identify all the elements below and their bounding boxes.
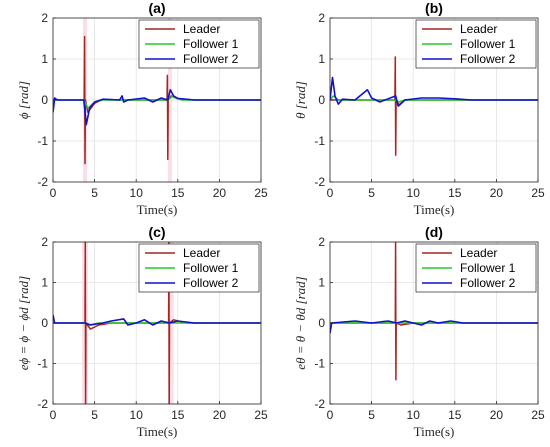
x-tick-label: 15 xyxy=(171,408,185,422)
x-tick-label: 0 xyxy=(327,186,334,200)
y-tick-label: -1 xyxy=(37,357,48,371)
x-tick-label: 20 xyxy=(490,408,504,422)
x-axis-label: Time(s) xyxy=(414,424,455,439)
y-tick-label: -2 xyxy=(314,175,325,189)
y-tick-label: -2 xyxy=(314,397,325,411)
x-axis-label: Time(s) xyxy=(137,202,178,217)
y-tick-label: 2 xyxy=(41,235,48,249)
legend-label: Follower 1 xyxy=(460,37,516,51)
y-tick-label: -1 xyxy=(37,134,48,148)
series-group xyxy=(330,56,538,157)
legend-label: Leader xyxy=(460,246,497,260)
x-axis-label: Time(s) xyxy=(137,424,178,439)
panel-title: (c) xyxy=(148,224,165,240)
series-line-follower-2 xyxy=(330,76,538,107)
x-tick-label: 25 xyxy=(254,186,268,200)
y-tick-label: 2 xyxy=(318,235,325,249)
y-tick-label: -2 xyxy=(37,397,48,411)
legend-label: Follower 2 xyxy=(183,52,239,66)
panel-title: (d) xyxy=(425,224,443,240)
y-axis-label: eϕ = ϕ − ϕd [rad] xyxy=(16,276,31,370)
x-tick-label: 5 xyxy=(91,408,98,422)
panel-d: 0 5 10 15 20 25 -2 -1 0 1 2 (d) Time(s) eθ = θ − θd [… xyxy=(293,224,545,439)
x-tick-label: 10 xyxy=(407,408,421,422)
panel-c: 0 5 10 15 20 25 -2 -1 0 1 2 (c) Time(s) eϕ = ϕ − ϕd [… xyxy=(16,224,268,439)
legend-label: Leader xyxy=(183,246,220,260)
x-tick-label: 0 xyxy=(327,408,334,422)
panel-title: (b) xyxy=(425,0,443,16)
x-tick-label: 5 xyxy=(368,186,375,200)
panel-a: 0 5 10 15 20 25 -2 -1 0 1 2 (a) Time(s) ϕ [rad] Leader… xyxy=(16,0,268,217)
panel-b: 0 5 10 15 20 25 -2 -1 0 1 2 (b) Time(s) θ [rad] Leader… xyxy=(293,0,545,217)
series-group xyxy=(330,242,538,381)
legend-label: Follower 1 xyxy=(183,261,239,275)
y-tick-label: 0 xyxy=(41,316,48,330)
x-tick-label: 20 xyxy=(213,186,227,200)
y-tick-label: 1 xyxy=(318,52,325,66)
x-tick-label: 20 xyxy=(213,408,227,422)
legend-label: Follower 2 xyxy=(460,52,516,66)
y-axis-label: eθ = θ − θd [rad] xyxy=(293,276,308,369)
y-tick-label: 0 xyxy=(318,316,325,330)
series-group xyxy=(53,242,261,404)
x-tick-label: 15 xyxy=(448,186,462,200)
y-axis-label: θ [rad] xyxy=(293,81,308,119)
y-tick-label: -2 xyxy=(37,175,48,189)
x-tick-label: 0 xyxy=(50,408,57,422)
legend-label: Follower 1 xyxy=(183,37,239,51)
x-axis-label: Time(s) xyxy=(414,202,455,217)
legend-label: Leader xyxy=(183,22,220,36)
x-tick-label: 10 xyxy=(130,186,144,200)
x-tick-label: 25 xyxy=(254,408,268,422)
y-tick-label: 1 xyxy=(41,52,48,66)
y-tick-label: -1 xyxy=(314,134,325,148)
x-tick-label: 20 xyxy=(490,186,504,200)
legend-label: Follower 2 xyxy=(460,276,516,290)
y-tick-label: 1 xyxy=(318,276,325,290)
y-tick-label: 1 xyxy=(41,276,48,290)
x-tick-label: 25 xyxy=(531,408,545,422)
panel-title: (a) xyxy=(148,0,165,16)
y-tick-label: 2 xyxy=(41,11,48,25)
x-tick-label: 15 xyxy=(448,408,462,422)
y-tick-label: 2 xyxy=(318,11,325,25)
x-tick-label: 25 xyxy=(531,186,545,200)
y-tick-label: 0 xyxy=(41,93,48,107)
y-tick-label: -1 xyxy=(314,357,325,371)
legend-label: Follower 1 xyxy=(460,261,516,275)
x-tick-label: 15 xyxy=(171,186,185,200)
y-tick-label: 0 xyxy=(318,93,325,107)
legend-label: Leader xyxy=(460,22,497,36)
series-group xyxy=(53,35,261,165)
x-tick-label: 0 xyxy=(50,186,57,200)
x-tick-label: 10 xyxy=(130,408,144,422)
x-tick-label: 10 xyxy=(407,186,421,200)
legend-label: Follower 2 xyxy=(183,276,239,290)
y-axis-label: ϕ [rad] xyxy=(16,81,31,119)
series-line-follower-2 xyxy=(53,314,261,326)
series-line-follower-2 xyxy=(53,89,261,126)
series-line-follower-2 xyxy=(330,320,538,334)
x-tick-label: 5 xyxy=(91,186,98,200)
x-tick-label: 5 xyxy=(368,408,375,422)
